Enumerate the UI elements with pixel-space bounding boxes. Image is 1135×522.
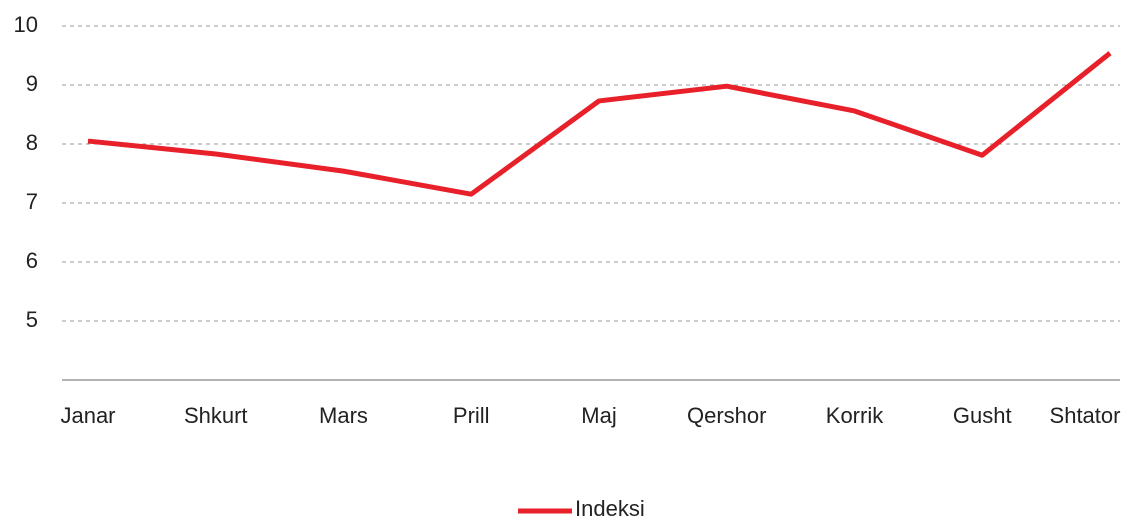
x-tick-label: Qershor — [687, 403, 766, 428]
x-tick-label: Korrik — [826, 403, 884, 428]
y-tick-label: 8 — [26, 130, 38, 155]
x-tick-label: Maj — [581, 403, 616, 428]
x-tick-label: Shkurt — [184, 403, 248, 428]
y-tick-label: 5 — [26, 307, 38, 332]
x-tick-label: Mars — [319, 403, 368, 428]
x-tick-label: Janar — [60, 403, 115, 428]
x-tick-label: Shtator — [1050, 403, 1121, 428]
y-tick-label: 9 — [26, 71, 38, 96]
y-tick-label: 7 — [26, 189, 38, 214]
y-tick-label: 6 — [26, 248, 38, 273]
x-tick-label: Prill — [453, 403, 490, 428]
y-tick-label: 10 — [14, 12, 38, 37]
legend-label: Indeksi — [575, 496, 645, 521]
line-series — [87, 51, 1112, 197]
x-tick-label: Gusht — [953, 403, 1012, 428]
